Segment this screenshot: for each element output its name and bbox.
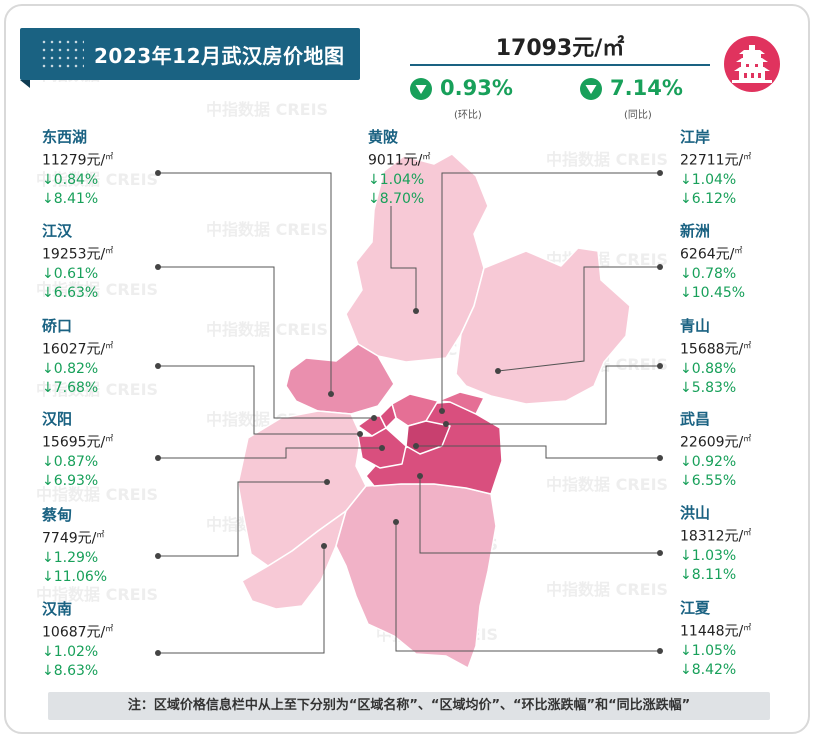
district-mom: ↓0.78% [680, 265, 737, 282]
district-price: 11448元/㎡ [680, 623, 752, 640]
district-price: 7749元/㎡ [42, 530, 105, 547]
yellow-crane-tower-logo [724, 36, 780, 92]
district-name: 蔡甸 [42, 506, 73, 524]
district-yoy: ↓8.70% [368, 190, 425, 207]
district-mom: ↓1.02% [42, 643, 99, 660]
district-name: 汉南 [42, 600, 73, 618]
district-yoy: ↓6.55% [680, 472, 737, 489]
district-price: 9011元/㎡ [368, 152, 431, 169]
down-triangle-icon [410, 78, 432, 100]
district-name: 江汉 [42, 222, 73, 240]
district-jiangan: 江岸 22711元/㎡ ↓1.04% ↓6.12% [680, 128, 808, 209]
district-yoy: ↓8.63% [42, 662, 99, 679]
yoy-value: 7.14% [610, 76, 683, 100]
district-name: 汉阳 [42, 410, 73, 428]
district-name: 青山 [680, 317, 711, 335]
region-jiangxia [335, 483, 497, 669]
footnote: 注：区域价格信息栏中从上至下分别为“区域名称”、“区域均价”、“环比涨跌幅”和“… [48, 692, 770, 720]
district-name: 江岸 [680, 128, 711, 146]
district-price: 18312元/㎡ [680, 528, 752, 545]
district-yoy: ↓11.06% [42, 568, 108, 585]
district-mom: ↓0.82% [42, 360, 99, 377]
district-mom: ↓0.88% [680, 360, 737, 377]
district-price: 16027元/㎡ [42, 341, 114, 358]
leader-dots [155, 170, 663, 656]
district-yoy: ↓8.41% [42, 190, 99, 207]
district-name: 黄陂 [368, 128, 399, 146]
district-mom: ↓1.04% [680, 171, 737, 188]
district-mom: ↓0.92% [680, 453, 737, 470]
district-yoy: ↓6.12% [680, 190, 737, 207]
district-mom: ↓0.61% [42, 265, 99, 282]
mom-label: (环比) [454, 110, 482, 121]
banner-fold [20, 80, 30, 88]
district-yoy: ↓6.63% [42, 284, 99, 301]
district-mom: ↓0.87% [42, 453, 99, 470]
district-name: 江夏 [680, 599, 711, 617]
district-wuchang: 武昌 22609元/㎡ ↓0.92% ↓6.55% [680, 410, 808, 491]
district-name: 新洲 [680, 222, 711, 240]
region-hannan [241, 510, 347, 610]
district-yoy: ↓8.11% [680, 566, 737, 583]
district-price: 22609元/㎡ [680, 434, 752, 451]
district-xinzhou: 新洲 6264元/㎡ ↓0.78% ↓10.45% [680, 222, 808, 303]
city-average: 17093元/㎡ [410, 28, 710, 68]
region-qingshan [437, 391, 485, 415]
city-average-price: 17093元/㎡ [495, 36, 625, 61]
district-price: 6264元/㎡ [680, 246, 743, 263]
district-huangpi: 黄陂 9011元/㎡ ↓1.04% ↓8.70% [368, 128, 508, 209]
title-banner: 2023年12月武汉房价地图 [20, 28, 360, 88]
district-qingshan: 青山 15688元/㎡ ↓0.88% ↓5.83% [680, 317, 808, 398]
mom-value: 0.93% [440, 76, 513, 100]
district-mom: ↓1.29% [42, 549, 99, 566]
wuhan-map [155, 153, 663, 669]
dot-grid-decoration [40, 38, 84, 72]
district-yoy: ↓6.93% [42, 472, 99, 489]
page-title: 2023年12月武汉房价地图 [94, 44, 345, 68]
district-yoy: ↓7.68% [42, 379, 99, 396]
divider [410, 64, 710, 66]
district-price: 10687元/㎡ [42, 624, 114, 641]
district-price: 11279元/㎡ [42, 152, 114, 169]
district-yoy: ↓8.42% [680, 661, 737, 678]
district-dongxihu: 东西湖 11279元/㎡ ↓0.84% ↓8.41% [42, 128, 182, 209]
district-caidian: 蔡甸 7749元/㎡ ↓1.29% ↓11.06% [42, 506, 182, 587]
leader-lines [158, 172, 660, 654]
district-yoy: ↓10.45% [680, 284, 746, 301]
down-triangle-icon [580, 78, 602, 100]
district-yoy: ↓5.83% [680, 379, 737, 396]
district-name: 洪山 [680, 504, 711, 522]
district-price: 19253元/㎡ [42, 246, 114, 263]
district-jianghan: 江汉 19253元/㎡ ↓0.61% ↓6.63% [42, 222, 182, 303]
district-name: 东西湖 [42, 128, 88, 146]
district-mom: ↓1.05% [680, 642, 737, 659]
region-xinzhou [455, 247, 631, 405]
district-jiangxia: 江夏 11448元/㎡ ↓1.05% ↓8.42% [680, 599, 808, 680]
district-name: 硚口 [42, 317, 73, 335]
district-mom: ↓1.04% [368, 171, 425, 188]
district-hannan: 汉南 10687元/㎡ ↓1.02% ↓8.63% [42, 600, 182, 681]
district-mom: ↓1.03% [680, 547, 737, 564]
yoy-label: (同比) [624, 110, 652, 121]
district-price: 15688元/㎡ [680, 341, 752, 358]
district-hanyang: 汉阳 15695元/㎡ ↓0.87% ↓6.93% [42, 410, 182, 491]
district-mom: ↓0.84% [42, 171, 99, 188]
region-huangpi [345, 153, 489, 363]
district-hongshan: 洪山 18312元/㎡ ↓1.03% ↓8.11% [680, 504, 808, 585]
district-name: 武昌 [680, 410, 711, 428]
district-price: 15695元/㎡ [42, 434, 114, 451]
map-card: 中指数据 CREIS 中指数据 CREIS 中指数据 CREIS 中指数据 CR… [4, 4, 810, 734]
district-price: 22711元/㎡ [680, 152, 752, 169]
district-qiaokou: 硚口 16027元/㎡ ↓0.82% ↓7.68% [42, 317, 182, 398]
